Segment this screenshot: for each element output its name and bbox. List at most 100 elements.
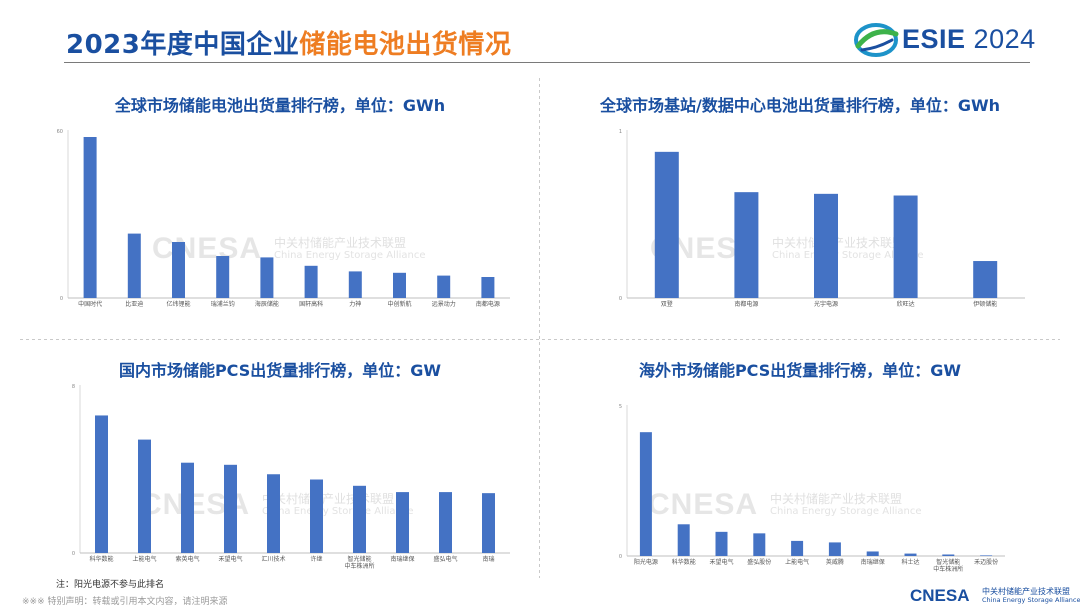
x-tick-label: 科华数能 [672, 558, 696, 566]
x-tick-label: 科华数能 [89, 555, 113, 563]
x-tick-label: 瑞浦兰钧 [211, 300, 235, 308]
chart-domestic-pcs: 国内市场储能PCS出货量排行榜，单位：GW 8 0 科华数能 上能电气 索英电气 禾望电气… [40, 357, 520, 582]
x-tick-label: 南瑞 [482, 555, 494, 563]
chart-global-telecom-battery: 全球市场基站/数据中心电池出货量排行榜，单位：GWh 1 0 双登 南都电源 光宇电源 欣… [555, 92, 1045, 322]
x-tick-label: 禾望电气 [218, 555, 242, 563]
bar [393, 272, 406, 298]
x-tick-label: 中国时代 [78, 300, 102, 308]
title-rule [64, 62, 1030, 63]
bar [677, 524, 690, 556]
x-tick-label: 伊顿储能 [973, 300, 997, 308]
x-tick-label: 亿纬锂能 [166, 300, 190, 308]
header: 2023年度中国企业储能电池出货情况 ESIE 2024 [0, 0, 1080, 70]
x-tick-label: 盛弘股份 [747, 558, 771, 566]
page-title: 2023年度中国企业储能电池出货情况 [66, 30, 512, 60]
bar [267, 474, 280, 553]
y-tick-label: 0 [72, 551, 75, 557]
esie-logo: ESIE 2024 [852, 18, 1042, 62]
x-tick-label: 南都电源 [734, 300, 758, 308]
y-tick-label: 8 [72, 384, 75, 390]
chart-title: 全球市场基站/数据中心电池出货量排行榜，单位：GWh [599, 96, 1001, 115]
y-tick-label: 0 [60, 296, 63, 302]
chart-plot: 60 0 中国时代 比亚迪 亿纬锂能 瑞浦兰钧 海辰储能 国轩高科 力神 中创新航 远景动力 南都电源 [57, 129, 510, 308]
x-tick-label: 汇川技术 [261, 555, 285, 563]
bar [353, 485, 366, 553]
cnesa-logo: CNESA 中关村储能产业技术联盟 China Energy Storage A… [910, 586, 1080, 605]
bar [83, 137, 97, 298]
x-tick-label: 上能电气 [132, 555, 156, 563]
bar [828, 542, 841, 556]
bar [893, 195, 918, 298]
footnote: 注：阳光电源不参与此排名 [56, 580, 165, 590]
x-tick-label: 许继 [310, 555, 322, 563]
chart-plot: 5 0 阳光电源 科华数能 禾望电气 盛弘股份 上能电气 英威腾 南瑞继保 科士达 智光储能中车株洲… [619, 404, 1005, 573]
esie-swirl-icon [854, 23, 899, 57]
esie-logo-text: ESIE 2024 [902, 24, 1036, 54]
chart-title: 海外市场储能PCS出货量排行榜，单位：GW [638, 361, 962, 380]
x-tick-label: 比亚迪 [125, 300, 143, 308]
chart-global-battery: 全球市场储能电池出货量排行榜，单位：GWh 60 0 中国时代 比亚迪 亿纬锂能 瑞浦兰钧… [40, 92, 520, 322]
x-tick-label: 海辰储能 [255, 300, 279, 308]
x-tick-label: 索英电气 [175, 555, 199, 563]
vertical-divider [539, 78, 540, 578]
x-tick-label: 英威腾 [826, 558, 844, 566]
chart-overseas-pcs: 海外市场储能PCS出货量排行榜，单位：GW 5 0 阳光电源 科华数能 禾望电气 盛弘股份… [555, 357, 1045, 582]
bar [396, 492, 409, 553]
x-tick-label: 禾望电气 [709, 558, 733, 566]
bar [172, 242, 185, 298]
bar [216, 256, 230, 298]
y-tick-label: 5 [619, 404, 622, 410]
x-tick-label: 远景动力 [432, 300, 456, 308]
y-tick-label: 0 [619, 296, 622, 302]
bar [753, 533, 766, 556]
x-tick-label: 智光储能 [347, 555, 371, 563]
x-tick-label: 欣旺达 [897, 300, 915, 308]
x-tick-label: 中创新航 [387, 300, 411, 308]
bar [481, 277, 495, 298]
x-tick-label: 智光储能 [936, 558, 960, 566]
bar [791, 540, 804, 556]
x-tick-label: 力神 [349, 300, 361, 308]
bar [654, 151, 679, 298]
bar [260, 257, 274, 298]
bar [348, 271, 362, 298]
y-tick-label: 60 [57, 129, 63, 135]
bar [310, 479, 323, 553]
bar [224, 464, 237, 553]
chart-title: 全球市场储能电池出货量排行榜，单位：GWh [114, 96, 446, 115]
x-tick-label: 上能电气 [785, 558, 809, 566]
x-tick-label: 南瑞继保 [861, 558, 885, 566]
bar [734, 192, 759, 298]
bar [127, 233, 141, 298]
x-tick-label: 阳光电源 [634, 558, 658, 566]
horizontal-divider [20, 339, 1060, 340]
bar [866, 551, 879, 556]
x-tick-label: 南瑞继保 [390, 555, 414, 563]
y-tick-label: 0 [619, 554, 622, 560]
y-tick-label: 1 [619, 129, 622, 135]
bar [138, 439, 151, 553]
bar [973, 261, 998, 298]
x-tick-label: 禾迈股份 [974, 558, 998, 566]
bar [304, 265, 318, 298]
bar [980, 555, 993, 556]
bar [715, 531, 728, 556]
bar [439, 492, 452, 553]
bar [95, 415, 108, 553]
bar [437, 275, 451, 298]
x-tick-label: 双登 [661, 300, 673, 308]
x-tick-label: 南都电源 [476, 300, 500, 308]
x-tick-label: 科士达 [901, 558, 919, 566]
x-tick-label: 光宇电源 [814, 300, 838, 308]
chart-plot: 1 0 双登 南都电源 光宇电源 欣旺达 伊顿储能 [619, 129, 1025, 308]
x-tick-label: 国轩高科 [299, 300, 323, 308]
x-tick-label: 中车株洲所 [344, 562, 374, 570]
chart-title: 国内市场储能PCS出货量排行榜，单位：GW [118, 361, 442, 380]
x-tick-label: 盛弘电气 [433, 555, 457, 563]
disclaimer: ※※※ 特别声明：转载或引用本文内容，请注明来源 [22, 597, 228, 607]
page-title-accent: 储能电池出货情况 [299, 30, 512, 60]
bar [942, 554, 955, 556]
x-tick-label: 中车株洲所 [933, 565, 963, 573]
bar [482, 493, 495, 553]
